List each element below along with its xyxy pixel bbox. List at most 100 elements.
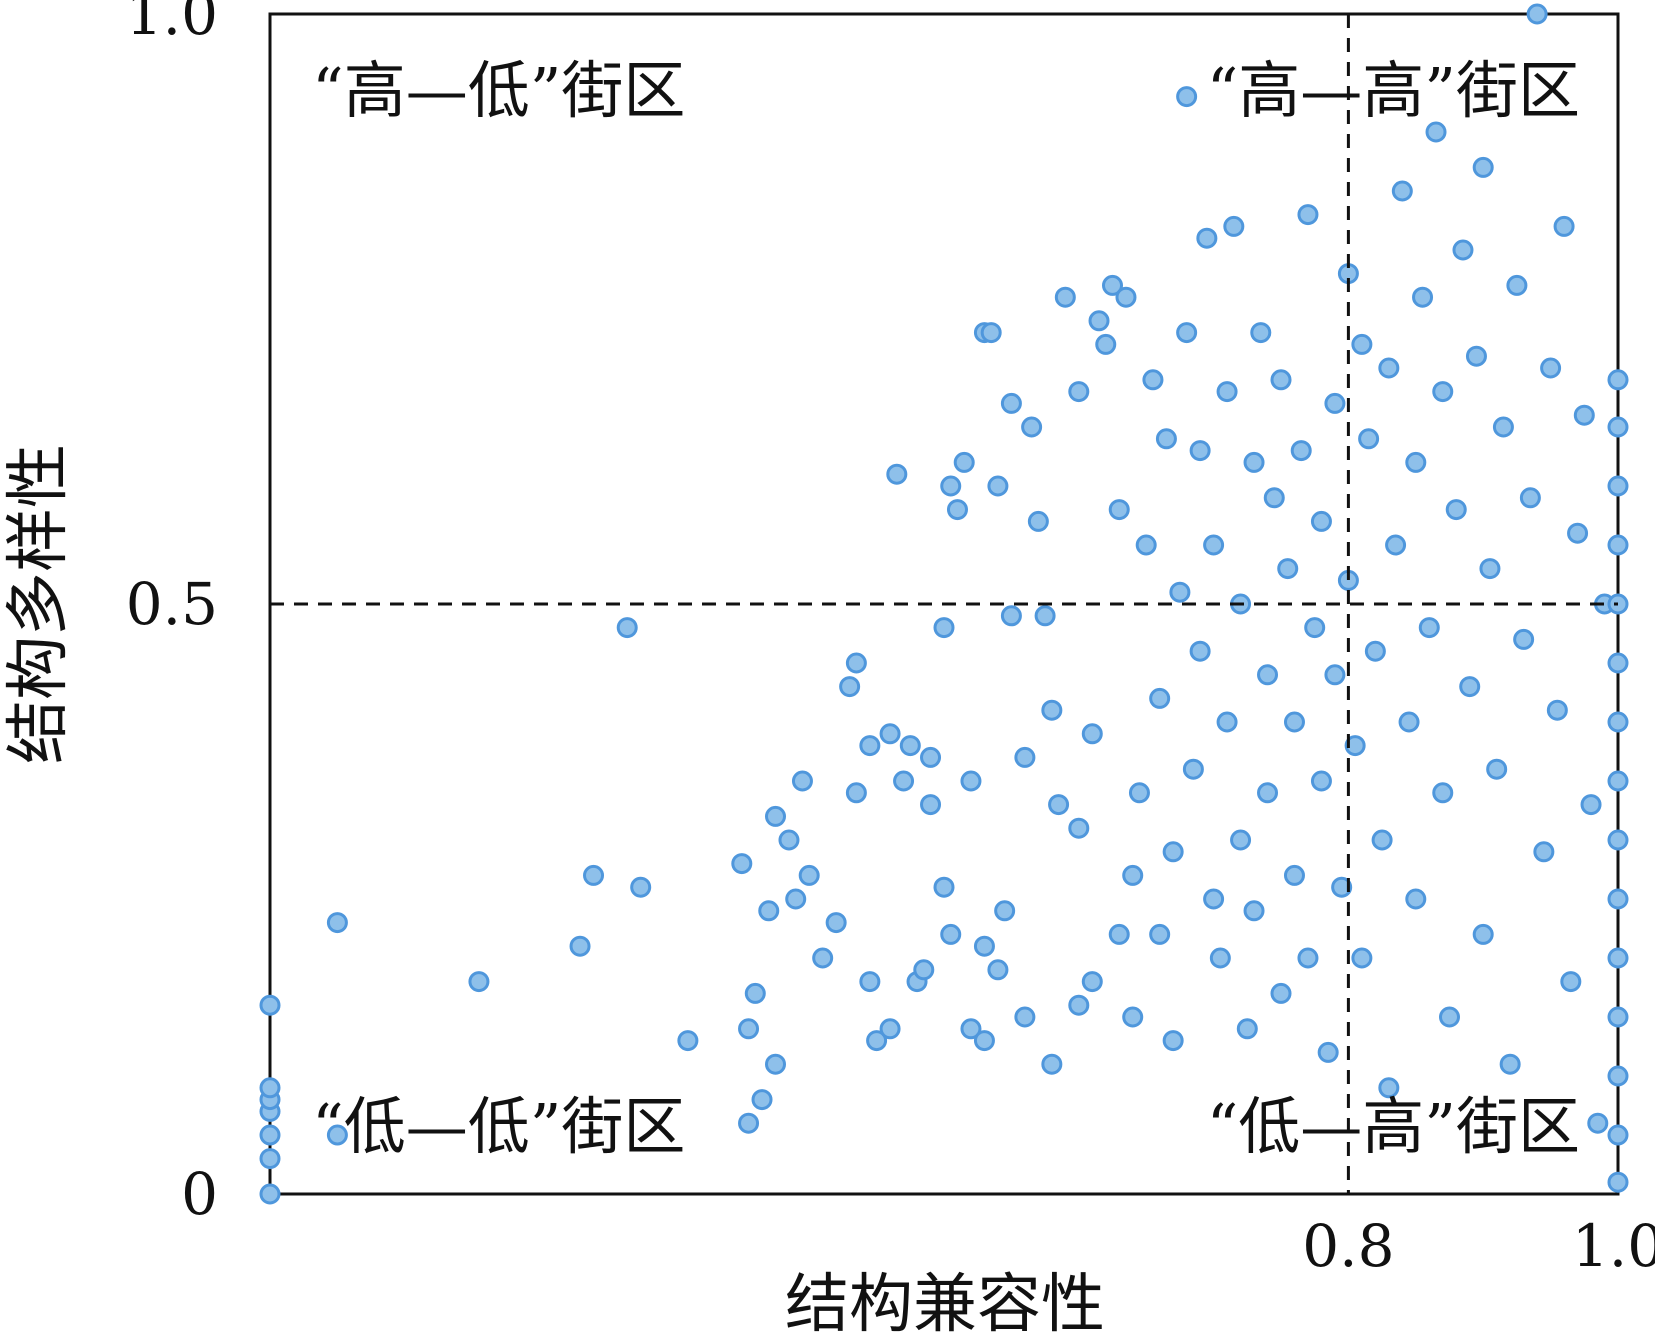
scatter-point-56	[987, 959, 1009, 981]
scatter-point-39	[899, 735, 921, 757]
scatter-point-88	[1155, 428, 1177, 450]
scatter-point-161	[1519, 487, 1541, 509]
scatter-point-184	[1607, 534, 1629, 556]
scatter-point-113	[1270, 982, 1292, 1004]
scatter-point-9	[468, 971, 490, 993]
scatter-point-84	[1135, 534, 1157, 556]
scatter-point-133	[1358, 428, 1380, 450]
quadrant-label-top-left: “高—低”街区	[312, 54, 685, 127]
scatter-point-94	[1182, 758, 1204, 780]
scatter-point-117	[1283, 711, 1305, 733]
scatter-point-37	[886, 463, 908, 485]
y-tick-label-0: 0	[181, 1160, 218, 1228]
scatter-point-126	[1324, 664, 1346, 686]
scatter-point-118	[1290, 440, 1312, 462]
x-tick-label-0: 0.8	[1302, 1212, 1394, 1280]
scatter-point-86	[1149, 923, 1171, 945]
scatter-point-7	[326, 1124, 348, 1146]
scatter-point-156	[1486, 758, 1508, 780]
scatter-point-17	[731, 853, 753, 875]
scatter-point-45	[933, 876, 955, 898]
scatter-point-11	[583, 864, 605, 886]
y-axis-label: 结构多样性	[2, 444, 76, 764]
scatter-point-29	[839, 676, 861, 698]
scatter-point-106	[1236, 1018, 1258, 1040]
scatter-point-112	[1263, 487, 1285, 509]
scatter-point-33	[866, 1030, 888, 1052]
scatter-point-186	[1607, 416, 1629, 438]
scatter-point-71	[1068, 817, 1090, 839]
scatter-point-98	[1203, 888, 1225, 910]
scatter-point-167	[1560, 971, 1582, 993]
scatter-point-124	[1317, 1041, 1339, 1063]
scatter-point-53	[973, 935, 995, 957]
scatter-point-93	[1176, 86, 1198, 108]
scatter-point-13	[630, 876, 652, 898]
scatter-point-114	[1270, 369, 1292, 391]
scatter-point-48	[946, 499, 968, 521]
scatter-point-100	[1209, 947, 1231, 969]
scatter-point-140	[1398, 711, 1420, 733]
scatter-point-151	[1459, 676, 1481, 698]
scatter-point-104	[1230, 829, 1252, 851]
scatter-point-120	[1297, 947, 1319, 969]
scatter-point-66	[1041, 1053, 1063, 1075]
scatter-point-80	[1115, 286, 1137, 308]
scatter-point-153	[1472, 923, 1494, 945]
scatter-point-58	[994, 900, 1016, 922]
scatter-point-51	[960, 770, 982, 792]
scatter-point-149	[1445, 499, 1467, 521]
scatter-point-134	[1364, 640, 1386, 662]
scatter-point-79	[1108, 499, 1130, 521]
scatter-point-10	[569, 935, 591, 957]
scatter-point-145	[1425, 121, 1447, 143]
scatter-point-150	[1452, 239, 1474, 261]
scatter-point-152	[1465, 345, 1487, 367]
scatter-point-157	[1492, 416, 1514, 438]
scatter-point-187	[1607, 369, 1629, 391]
scatter-point-63	[1021, 416, 1043, 438]
scatter-point-107	[1243, 451, 1265, 473]
scatter-point-177	[1607, 947, 1629, 969]
scatter-point-168	[1567, 522, 1589, 544]
scatter-point-155	[1479, 558, 1501, 580]
scatter-point-60	[1000, 392, 1022, 414]
scatter-point-14	[677, 1030, 699, 1052]
scatter-point-83	[1128, 782, 1150, 804]
scatter-point-182	[1607, 652, 1629, 674]
scatter-point-70	[1068, 994, 1090, 1016]
scatter-point-96	[1189, 640, 1211, 662]
x-tick-label-1: 1.0	[1572, 1212, 1655, 1280]
scatter-point-52	[973, 1030, 995, 1052]
scatter-point-77	[1102, 274, 1123, 296]
scatter-point-143	[1412, 286, 1434, 308]
scatter-point-73	[1081, 971, 1103, 993]
scatter-point-26	[798, 864, 820, 886]
scatter-point-119	[1297, 204, 1319, 226]
scatter-point-173	[1607, 1171, 1629, 1193]
x-axis-label: 结构兼容性	[785, 1268, 1105, 1336]
scatter-point-57	[987, 475, 1009, 497]
scatter-point-46	[940, 923, 962, 945]
scatter-point-116	[1283, 864, 1305, 886]
scatter-point-160	[1513, 628, 1535, 650]
scatter-point-89	[1162, 1030, 1184, 1052]
scatter-point-1	[259, 1148, 281, 1170]
scatter-point-159	[1506, 274, 1528, 296]
scatter-point-123	[1310, 510, 1332, 532]
scatter-point-102	[1216, 381, 1238, 403]
scatter-point-122	[1310, 770, 1332, 792]
scatter-point-164	[1540, 357, 1562, 379]
scatter-point-180	[1607, 770, 1629, 792]
quadrant-label-bottom-right: “低—高”街区	[1207, 1090, 1580, 1163]
scatter-point-21	[758, 900, 780, 922]
scatter-point-82	[1122, 864, 1144, 886]
scatter-point-61	[1014, 1006, 1036, 1028]
scatter-point-42	[920, 746, 942, 768]
scatter-point-75	[1088, 310, 1110, 332]
scatter-point-31	[845, 652, 867, 674]
scatter-point-23	[778, 829, 800, 851]
scatter-point-162	[1526, 3, 1548, 25]
scatter-point-32	[859, 735, 881, 757]
